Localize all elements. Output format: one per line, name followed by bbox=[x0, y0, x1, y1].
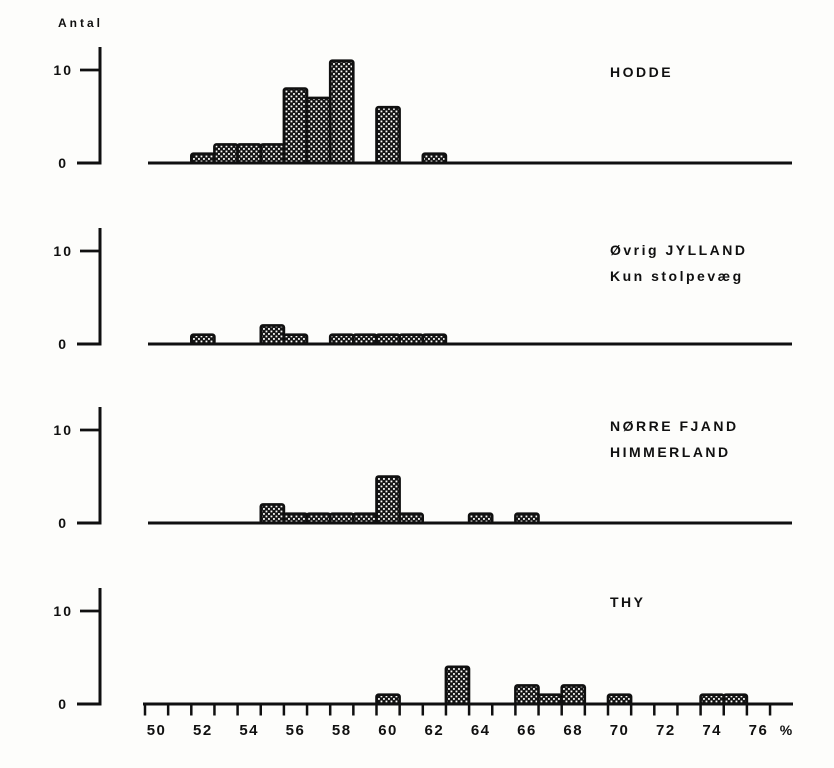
x-tick-label: 76 bbox=[749, 722, 769, 739]
x-tick-label: 68 bbox=[563, 722, 583, 739]
x-tick-label: 54 bbox=[239, 722, 259, 739]
y-tick-label-0: 0 bbox=[58, 696, 68, 712]
y-axis bbox=[77, 588, 102, 706]
bar-n-rre-fjand-55 bbox=[259, 503, 286, 525]
x-tick-label: 66 bbox=[517, 722, 537, 739]
bar-hodde-53 bbox=[213, 143, 239, 165]
x-tick-label: 60 bbox=[378, 722, 398, 739]
bar-hodde-55 bbox=[259, 143, 286, 165]
y-tick-label-0: 0 bbox=[58, 336, 68, 352]
panel-label: THY bbox=[610, 594, 646, 610]
y-tick-label-0: 0 bbox=[58, 155, 68, 171]
y-axis bbox=[77, 407, 102, 525]
x-tick-label: 70 bbox=[610, 722, 630, 739]
x-tick-label: 64 bbox=[471, 722, 491, 739]
x-tick-label: 72 bbox=[656, 722, 676, 739]
x-tick-label: 56 bbox=[286, 722, 306, 739]
plot-area: Antal 10 0 HODDE 10 0 Øvrig JYLLAND Kun stolpev… bbox=[53, 16, 793, 739]
panel-label: Kun stolpevæg bbox=[610, 268, 744, 284]
panel-label: HIMMERLAND bbox=[610, 444, 731, 460]
bar--vrig-jylland-55 bbox=[259, 324, 286, 346]
bar-hodde-54 bbox=[236, 143, 263, 165]
x-tick-label: 58 bbox=[332, 722, 352, 739]
x-tick-label: 50 bbox=[147, 722, 167, 739]
y-tick-label-10: 10 bbox=[53, 603, 73, 619]
panel-label: Øvrig JYLLAND bbox=[610, 242, 748, 258]
y-axis bbox=[77, 228, 102, 346]
bar-thy-68 bbox=[560, 684, 587, 706]
bar-n-rre-fjand-60 bbox=[375, 475, 401, 525]
y-tick-label-0: 0 bbox=[58, 515, 68, 531]
panel-label: HODDE bbox=[610, 64, 673, 80]
panel-label: NØRRE FJAND bbox=[610, 418, 739, 434]
bar-thy-66 bbox=[514, 684, 540, 706]
bar-hodde-58 bbox=[328, 59, 355, 165]
bar-thy-63 bbox=[444, 665, 471, 706]
x-tick-label: 74 bbox=[702, 722, 722, 739]
x-tick-label: 62 bbox=[425, 722, 445, 739]
y-tick-label-10: 10 bbox=[53, 62, 73, 78]
y-tick-label-10: 10 bbox=[53, 243, 73, 259]
x-unit-label: % bbox=[780, 722, 793, 738]
bar-hodde-57 bbox=[305, 96, 332, 165]
bar-hodde-60 bbox=[375, 105, 401, 165]
y-axis bbox=[77, 47, 102, 165]
x-tick-label: 52 bbox=[193, 722, 213, 739]
bar-hodde-56 bbox=[282, 87, 309, 165]
y-tick-label-10: 10 bbox=[53, 422, 73, 438]
y-axis-title: Antal bbox=[58, 16, 103, 30]
